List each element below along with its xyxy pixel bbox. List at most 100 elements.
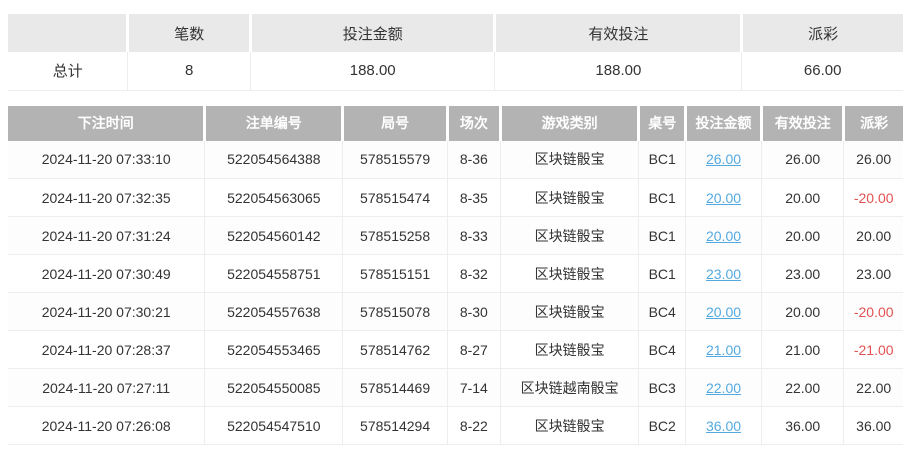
table-row: 2024-11-20 07:26:08 522054547510 5785142… [8, 406, 903, 445]
cell-session: 8-32 [446, 254, 501, 293]
col-header-payout: 派彩 [842, 105, 903, 141]
col-header-table-no: 桌号 [637, 105, 686, 141]
bet-amount-link[interactable]: 21.00 [705, 341, 742, 358]
summary-total-bet-amount: 188.00 [250, 52, 495, 91]
cell-session: 8-36 [446, 140, 501, 179]
cell-bet-time: 2024-11-20 07:26:08 [8, 406, 205, 445]
summary-header-bet-amount: 投注金额 [249, 14, 495, 52]
cell-table-no: BC4 [638, 292, 686, 331]
summary-total-valid-bet: 188.00 [494, 52, 742, 91]
bet-amount-link[interactable]: 22.00 [705, 379, 742, 396]
cell-bet-amount: 20.00 [684, 216, 762, 255]
cell-order-no: 522054560142 [204, 216, 343, 255]
cell-game-type: 区块链骰宝 [499, 140, 639, 179]
cell-order-no: 522054553465 [204, 330, 343, 369]
cell-session: 8-27 [446, 330, 501, 369]
cell-bet-time: 2024-11-20 07:30:49 [8, 254, 205, 293]
cell-payout: 36.00 [843, 406, 903, 445]
cell-round-no: 578514294 [342, 406, 448, 445]
cell-round-no: 578515151 [342, 254, 448, 293]
cell-session: 8-22 [446, 406, 501, 445]
summary-total-row: 总计 8 188.00 188.00 66.00 [8, 52, 903, 91]
records-table: 下注时间 注单编号 局号 场次 游戏类别 桌号 投注金额 有效投注 派彩 202… [8, 105, 903, 445]
summary-total-count: 8 [127, 52, 251, 91]
cell-bet-time: 2024-11-20 07:33:10 [8, 140, 205, 179]
cell-game-type: 区块链骰宝 [499, 406, 639, 445]
summary-header-row: 笔数 投注金额 有效投注 派彩 [8, 14, 903, 52]
cell-bet-time: 2024-11-20 07:28:37 [8, 330, 205, 369]
summary-total-payout: 66.00 [741, 52, 903, 91]
cell-order-no: 522054547510 [204, 406, 343, 445]
cell-bet-time: 2024-11-20 07:32:35 [8, 178, 205, 217]
table-row: 2024-11-20 07:32:35 522054563065 5785154… [8, 178, 903, 217]
cell-table-no: BC4 [638, 330, 686, 369]
cell-round-no: 578514762 [342, 330, 448, 369]
cell-bet-amount: 23.00 [684, 254, 762, 293]
cell-bet-amount: 22.00 [684, 368, 762, 407]
summary-header-empty [8, 14, 128, 52]
cell-valid-bet: 21.00 [761, 330, 844, 369]
cell-game-type: 区块链骰宝 [499, 292, 639, 331]
bet-amount-link[interactable]: 20.00 [705, 189, 742, 206]
table-row: 2024-11-20 07:33:10 522054564388 5785155… [8, 140, 903, 179]
cell-order-no: 522054563065 [204, 178, 343, 217]
cell-table-no: BC3 [638, 368, 686, 407]
cell-round-no: 578515579 [342, 140, 448, 179]
cell-bet-amount: 20.00 [684, 178, 762, 217]
table-row: 2024-11-20 07:28:37 522054553465 5785147… [8, 330, 903, 369]
cell-session: 8-33 [446, 216, 501, 255]
bet-amount-link[interactable]: 20.00 [705, 303, 742, 320]
cell-session: 7-14 [446, 368, 501, 407]
cell-valid-bet: 36.00 [761, 406, 844, 445]
cell-bet-amount: 21.00 [684, 330, 762, 369]
col-header-order-no: 注单编号 [203, 105, 343, 141]
cell-order-no: 522054564388 [204, 140, 343, 179]
cell-valid-bet: 20.00 [761, 216, 844, 255]
table-row: 2024-11-20 07:31:24 522054560142 5785152… [8, 216, 903, 255]
table-row: 2024-11-20 07:30:49 522054558751 5785151… [8, 254, 903, 293]
cell-round-no: 578515078 [342, 292, 448, 331]
cell-table-no: BC1 [638, 178, 686, 217]
cell-game-type: 区块链骰宝 [499, 178, 639, 217]
cell-bet-amount: 20.00 [684, 292, 762, 331]
summary-table: 笔数 投注金额 有效投注 派彩 总计 8 188.00 188.00 66.00 [8, 14, 903, 91]
table-row: 2024-11-20 07:30:21 522054557638 5785150… [8, 292, 903, 331]
bet-amount-link[interactable]: 36.00 [705, 417, 742, 434]
cell-payout: -21.00 [843, 330, 903, 369]
col-header-valid-bet: 有效投注 [760, 105, 844, 141]
col-header-bet-time: 下注时间 [8, 105, 205, 141]
bet-amount-link[interactable]: 20.00 [705, 227, 742, 244]
cell-table-no: BC1 [638, 254, 686, 293]
cell-payout: -20.00 [843, 292, 903, 331]
cell-valid-bet: 23.00 [761, 254, 844, 293]
cell-order-no: 522054557638 [204, 292, 343, 331]
summary-total-label: 总计 [8, 52, 128, 91]
cell-bet-time: 2024-11-20 07:27:11 [8, 368, 205, 407]
cell-table-no: BC1 [638, 216, 686, 255]
records-header-row: 下注时间 注单编号 局号 场次 游戏类别 桌号 投注金额 有效投注 派彩 [8, 105, 903, 141]
cell-bet-time: 2024-11-20 07:31:24 [8, 216, 205, 255]
cell-payout: 22.00 [843, 368, 903, 407]
table-row: 2024-11-20 07:27:11 522054550085 5785144… [8, 368, 903, 407]
cell-bet-time: 2024-11-20 07:30:21 [8, 292, 205, 331]
cell-session: 8-30 [446, 292, 501, 331]
cell-table-no: BC2 [638, 406, 686, 445]
col-header-bet-amount: 投注金额 [683, 105, 762, 141]
cell-game-type: 区块链越南骰宝 [499, 368, 639, 407]
bet-amount-link[interactable]: 26.00 [705, 151, 742, 168]
cell-order-no: 522054558751 [204, 254, 343, 293]
cell-round-no: 578515474 [342, 178, 448, 217]
cell-payout: 20.00 [843, 216, 903, 255]
cell-game-type: 区块链骰宝 [499, 330, 639, 369]
cell-bet-amount: 26.00 [684, 140, 762, 179]
cell-payout: 26.00 [843, 140, 903, 179]
bet-amount-link[interactable]: 23.00 [705, 265, 742, 282]
cell-payout: 23.00 [843, 254, 903, 293]
cell-valid-bet: 20.00 [761, 292, 844, 331]
cell-round-no: 578514469 [342, 368, 448, 407]
col-header-game-type: 游戏类别 [498, 105, 639, 141]
col-header-session: 场次 [445, 105, 501, 141]
cell-valid-bet: 26.00 [761, 140, 844, 179]
cell-bet-amount: 36.00 [684, 406, 762, 445]
cell-session: 8-35 [446, 178, 501, 217]
